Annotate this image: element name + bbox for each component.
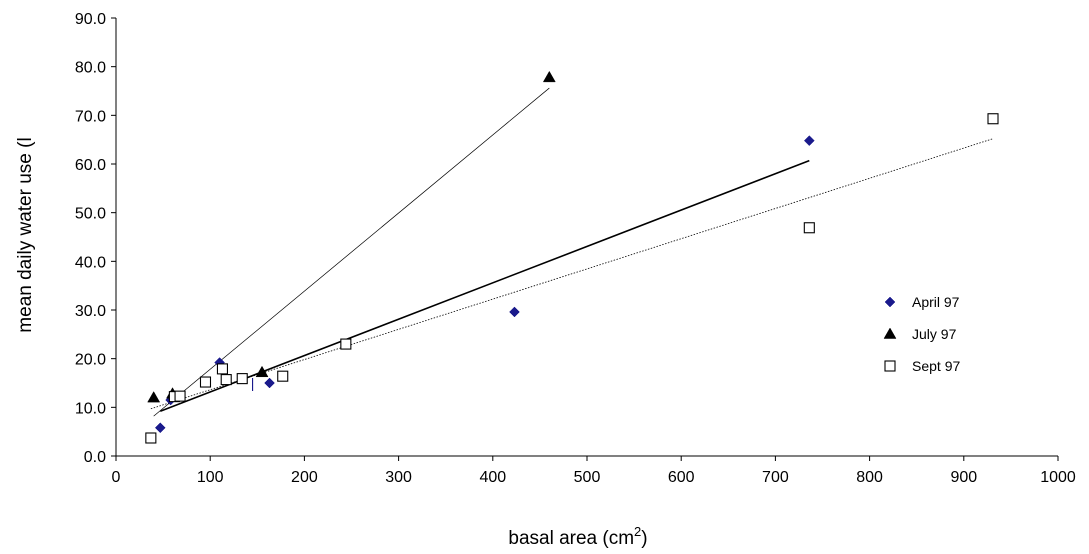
series-july-97 [147, 70, 556, 403]
data-point [147, 391, 161, 403]
x-tick-label: 200 [291, 469, 318, 486]
data-point [236, 373, 248, 385]
data-point [220, 374, 232, 386]
data-point [255, 365, 269, 378]
data-point [174, 390, 186, 402]
y-tick-label: 50.0 [75, 206, 106, 223]
x-tick-label: 400 [479, 469, 506, 486]
legend-item-april-97: April 97 [884, 294, 960, 310]
x-tick-label: 1000 [1040, 469, 1076, 486]
y-tick-label: 40.0 [75, 254, 106, 271]
x-tick-label: 100 [197, 469, 224, 486]
legend-item-sept-97: Sept 97 [884, 358, 960, 374]
data-point [145, 432, 157, 444]
trendlines [150, 87, 994, 417]
data-point [803, 222, 815, 234]
x-tick-label: 600 [668, 469, 695, 486]
x-axis-title: basal area (cm2) [508, 524, 647, 549]
legend-marker [884, 360, 896, 372]
data-point [340, 338, 352, 350]
series-sept-97 [145, 113, 999, 444]
data-point [509, 306, 520, 318]
legend-item-july-97: July 97 [883, 326, 957, 342]
y-tick-label: 30.0 [75, 303, 106, 320]
y-tick-label: 10.0 [75, 400, 106, 417]
data-point [264, 377, 275, 389]
legend: April 97 July 97 Sept 97 [883, 294, 960, 374]
x-tick-label: 500 [574, 469, 601, 486]
trendline-sept-97 [150, 138, 994, 410]
data-point [987, 113, 999, 125]
legend-marker [883, 327, 897, 339]
x-tick-label: 700 [762, 469, 789, 486]
y-tick-label: 20.0 [75, 352, 106, 369]
data-point [216, 363, 228, 375]
legend-label: Sept 97 [912, 358, 960, 374]
axes: 0.0 10.0 20.0 30.0 40.0 50.0 60.0 70.0 80.0 90.0 0… [75, 11, 1076, 486]
data-point [199, 376, 212, 388]
data-point [154, 422, 166, 434]
x-tick-label: 300 [385, 469, 412, 486]
data-point [803, 135, 815, 146]
legend-marker [884, 296, 896, 308]
data-point [277, 370, 289, 382]
annotation: | [251, 375, 255, 391]
y-tick-label: 0.0 [84, 449, 106, 466]
y-tick-label: 90.0 [75, 11, 106, 28]
legend-label: April 97 [912, 294, 960, 310]
data-point [542, 70, 556, 83]
y-tick-label: 80.0 [75, 60, 106, 77]
trendline-april-97 [159, 159, 810, 412]
y-tick-label: 60.0 [75, 157, 106, 174]
y-tick-label: 70.0 [75, 108, 106, 125]
x-tick-label: 800 [856, 469, 883, 486]
y-axis-title: mean daily water use (l [15, 137, 36, 332]
legend-label: July 97 [912, 326, 957, 342]
x-tick-label: 900 [950, 469, 977, 486]
trendline-july-97 [153, 87, 550, 417]
data-points: | [145, 70, 999, 444]
x-tick-label: 0 [112, 469, 121, 486]
